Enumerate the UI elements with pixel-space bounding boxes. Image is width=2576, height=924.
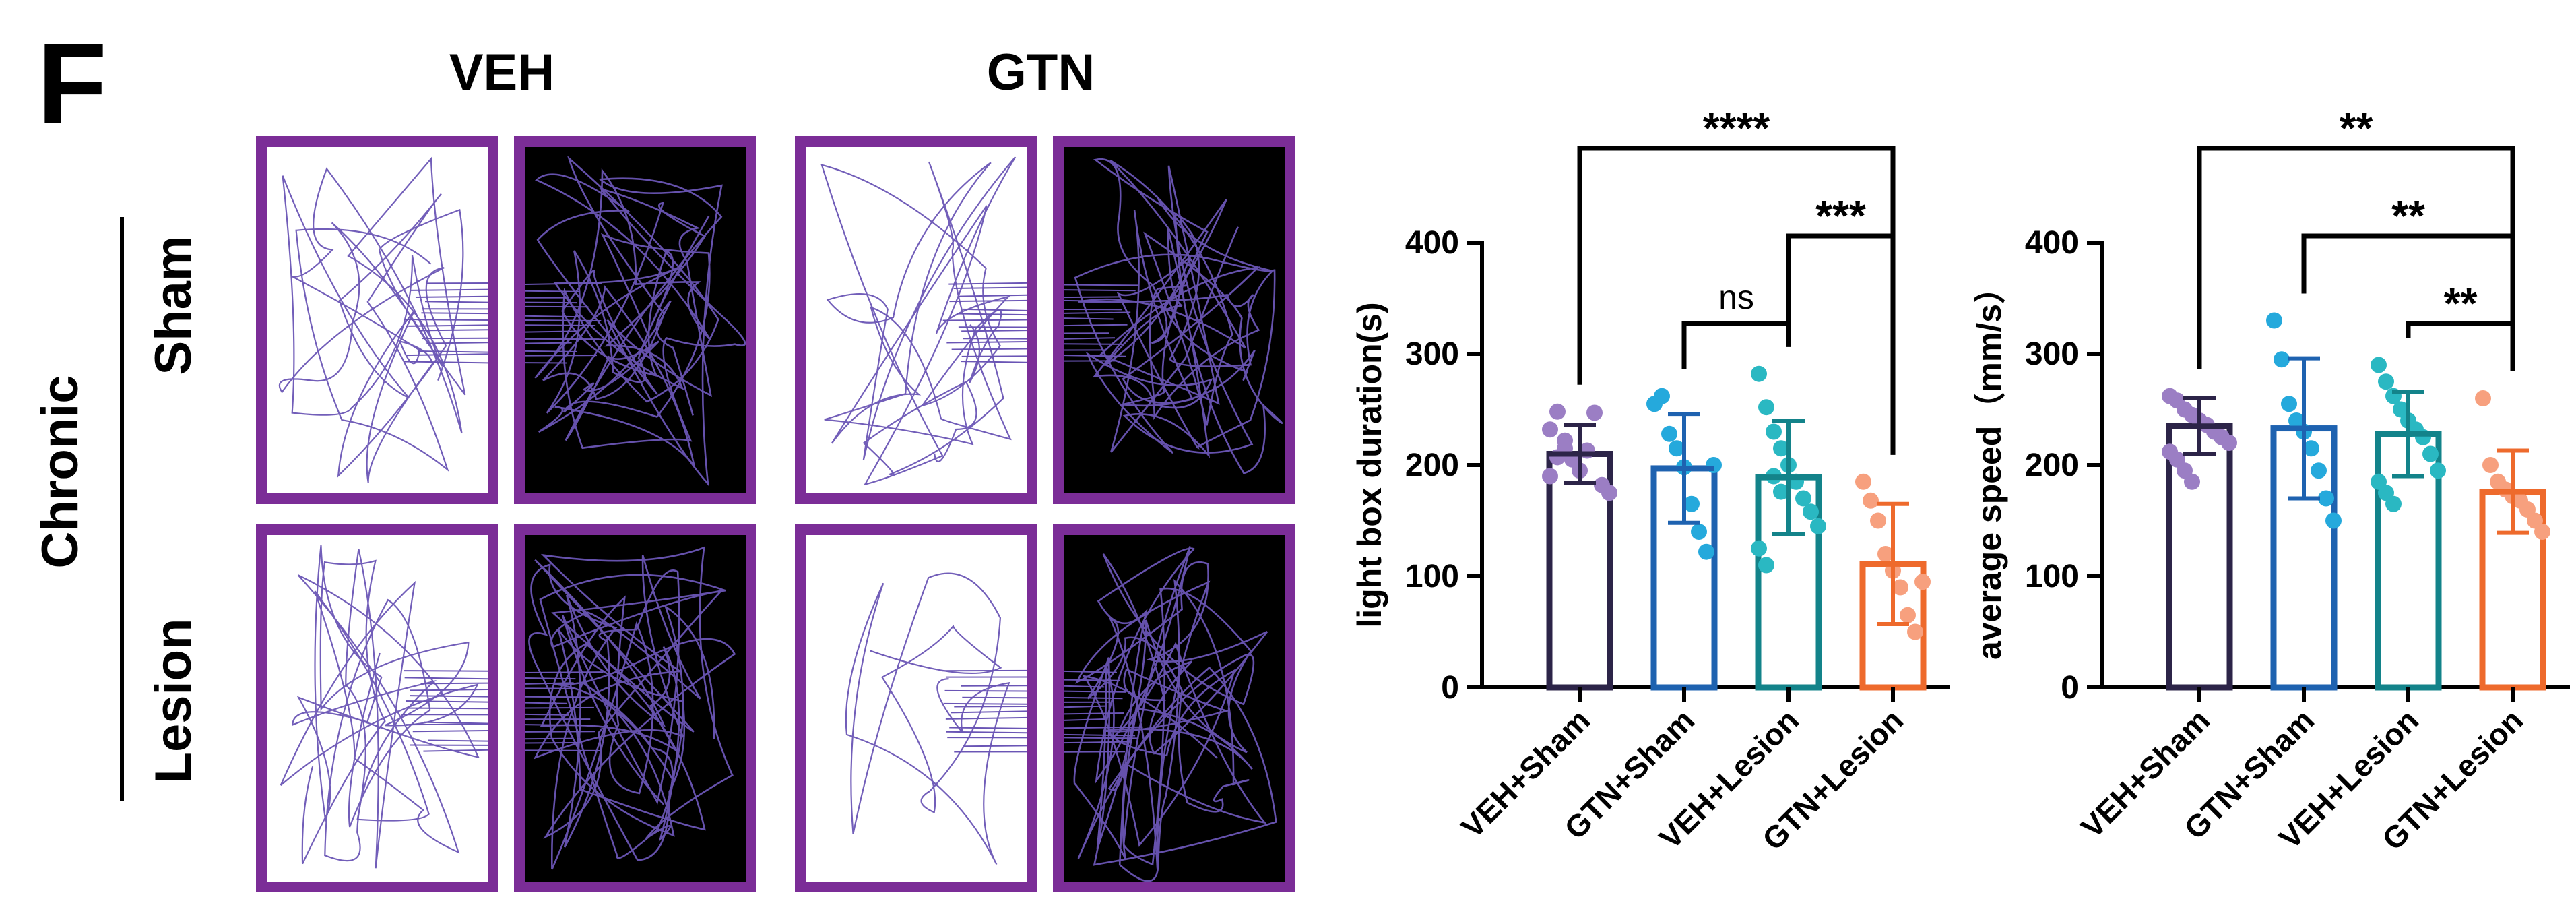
error-bar bbox=[2482, 448, 2543, 535]
significance-bracket bbox=[2301, 233, 2515, 371]
data-point bbox=[1751, 365, 1767, 382]
track-image-veh-sham-light bbox=[256, 136, 498, 504]
group-divider-line bbox=[120, 217, 124, 801]
chart-light-box-duration: 0 100 200 300 400 light box duration(s) VEH+Sh… bbox=[1354, 88, 1960, 896]
y-tick-label: 200 bbox=[2025, 448, 2079, 483]
column-label-veh: VEH bbox=[449, 44, 555, 101]
chart-average-speed: 0 100 200 300 400 average speed（mm/s） VEH+Sham… bbox=[1974, 88, 2576, 896]
data-point bbox=[2371, 357, 2387, 373]
track-image-veh-lesion-dark bbox=[514, 524, 756, 892]
data-point bbox=[1758, 399, 1774, 416]
y-tick-label: 300 bbox=[1405, 336, 1459, 372]
y-tick-label: 400 bbox=[2025, 225, 2079, 261]
data-point bbox=[1795, 490, 1811, 507]
significance-label: ** bbox=[2340, 104, 2373, 152]
data-point bbox=[1654, 388, 1670, 404]
data-point bbox=[1855, 473, 1871, 490]
track-image-gtn-sham-light bbox=[795, 136, 1037, 504]
significance-bracket bbox=[1681, 321, 1791, 369]
data-point bbox=[1549, 403, 1566, 420]
significance-bracket bbox=[2406, 321, 2515, 371]
data-point bbox=[2325, 512, 2342, 529]
y-tick-label: 0 bbox=[2061, 670, 2079, 706]
data-point bbox=[2534, 524, 2550, 540]
data-point bbox=[2303, 440, 2319, 457]
data-point bbox=[1907, 623, 1923, 640]
data-point bbox=[1773, 483, 1789, 500]
track-image-veh-sham-dark bbox=[514, 136, 756, 504]
y-tick-label: 0 bbox=[1441, 670, 1459, 706]
error-bar bbox=[2274, 356, 2334, 501]
data-point bbox=[2475, 390, 2491, 406]
row-label-sham: Sham bbox=[145, 235, 202, 375]
y-tick-label: 100 bbox=[1405, 559, 1459, 594]
data-point bbox=[1669, 440, 1685, 457]
panel-letter: F bbox=[37, 20, 107, 148]
data-point bbox=[2184, 473, 2200, 490]
y-tick-label: 300 bbox=[2025, 336, 2079, 372]
significance-label: ** bbox=[2444, 279, 2478, 328]
column-label-gtn: GTN bbox=[986, 44, 1095, 101]
data-point bbox=[2378, 373, 2394, 390]
data-point bbox=[2318, 490, 2334, 507]
data-point bbox=[1773, 440, 1789, 457]
error-bar bbox=[1758, 419, 1819, 536]
data-point bbox=[1914, 574, 1931, 590]
data-point bbox=[1661, 425, 1677, 442]
data-point bbox=[1900, 607, 1916, 623]
significance-bracket bbox=[2197, 146, 2515, 371]
data-point bbox=[2482, 457, 2499, 473]
y-axis-title: average speed（mm/s） bbox=[1974, 270, 2008, 660]
error-bar bbox=[1549, 423, 1610, 485]
track-image-gtn-lesion-light bbox=[795, 524, 1037, 892]
data-point bbox=[1751, 540, 1767, 557]
data-point bbox=[1542, 468, 1558, 485]
data-point bbox=[1601, 485, 1617, 501]
significance-label: ** bbox=[2391, 191, 2425, 240]
error-bar bbox=[1863, 501, 1923, 626]
data-point bbox=[1810, 518, 1826, 534]
significance-label: **** bbox=[1703, 104, 1770, 152]
error-bar bbox=[2378, 390, 2439, 479]
data-point bbox=[1863, 492, 1879, 509]
data-point bbox=[1877, 546, 1894, 562]
y-tick-label: 200 bbox=[1405, 448, 1459, 483]
data-point bbox=[2385, 495, 2402, 512]
significance-label: *** bbox=[1815, 191, 1866, 240]
track-image-veh-lesion-light bbox=[256, 524, 498, 892]
error-bar bbox=[2169, 396, 2230, 456]
row-label-lesion: Lesion bbox=[145, 618, 202, 784]
data-point bbox=[2422, 445, 2439, 462]
data-point bbox=[1766, 423, 1782, 440]
y-axis-title: light box duration(s) bbox=[1354, 302, 1388, 627]
data-point bbox=[2281, 396, 2297, 412]
significance-label: ns bbox=[1718, 278, 1754, 316]
track-image-gtn-sham-dark bbox=[1053, 136, 1295, 504]
significance-bracket bbox=[1786, 233, 1896, 455]
data-point bbox=[1691, 524, 1707, 540]
data-point bbox=[1758, 557, 1774, 574]
data-point bbox=[1803, 503, 1819, 520]
group-label-chronic: Chronic bbox=[32, 375, 89, 569]
track-image-gtn-lesion-dark bbox=[1053, 524, 1295, 892]
error-bar bbox=[1654, 412, 1714, 525]
data-point bbox=[2274, 351, 2290, 368]
data-point bbox=[2266, 312, 2282, 329]
y-tick-label: 400 bbox=[1405, 225, 1459, 261]
data-point bbox=[1683, 495, 1700, 512]
data-point bbox=[1542, 421, 1558, 438]
data-point bbox=[1892, 579, 1908, 596]
data-point bbox=[2221, 435, 2237, 451]
data-point bbox=[1698, 543, 1714, 560]
data-point bbox=[1586, 404, 1603, 421]
data-point bbox=[2311, 462, 2327, 479]
data-point bbox=[1557, 432, 1573, 449]
data-point bbox=[1870, 512, 1886, 529]
y-tick-label: 100 bbox=[2025, 559, 2079, 594]
data-point bbox=[2430, 462, 2446, 479]
